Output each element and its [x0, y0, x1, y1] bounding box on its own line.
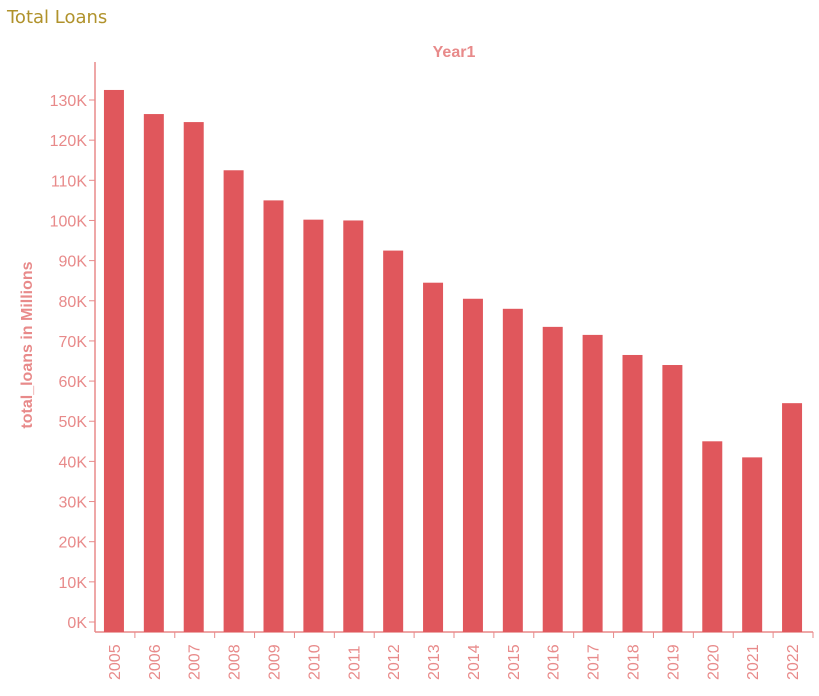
x-tick-label: 2022 [785, 644, 802, 680]
bar-2007[interactable] [183, 122, 204, 632]
bar-2011[interactable] [343, 220, 364, 632]
x-tick-label: 2006 [147, 644, 164, 680]
x-tick-label: 2016 [546, 644, 563, 680]
x-tick-label: 2021 [745, 644, 762, 680]
bar-2019[interactable] [662, 365, 683, 632]
y-axis-ticks: 0K 10K 20K 30K 40K 50K 60K 70K 80K 90K 100K 110K 120… [50, 93, 95, 632]
y-tick-label: 10K [59, 575, 88, 592]
bar-2020[interactable] [702, 441, 723, 632]
y-axis-title: total_loans in Millions [19, 261, 36, 428]
y-tick-label: 120K [50, 133, 88, 150]
bar-2014[interactable] [462, 298, 483, 632]
bar-2006[interactable] [143, 114, 164, 633]
column-header: Year1 [433, 44, 476, 61]
x-axis-ticks: 2005 2006 2007 2008 2009 2010 2011 2012 2013 2014… [107, 632, 814, 680]
bar-2008[interactable] [223, 170, 244, 632]
chart-title: Total Loans [7, 7, 108, 28]
x-tick-label: 2014 [466, 644, 483, 680]
y-tick-label: 20K [59, 535, 88, 552]
y-tick-label: 90K [59, 254, 88, 271]
bar-2009[interactable] [263, 200, 284, 632]
y-tick-label: 130K [50, 93, 88, 110]
x-tick-label: 2009 [267, 644, 284, 680]
x-tick-label: 2007 [187, 644, 204, 680]
bar-2005[interactable] [103, 89, 124, 632]
bar-2012[interactable] [383, 250, 404, 633]
x-tick-label: 2020 [705, 644, 722, 680]
x-tick-label: 2013 [426, 644, 443, 680]
y-tick-label: 80K [59, 294, 88, 311]
bar-2022[interactable] [782, 403, 803, 632]
y-tick-label: 110K [51, 173, 88, 190]
x-tick-label: 2011 [346, 645, 363, 680]
y-tick-label: 0K [67, 615, 87, 632]
x-tick-label: 2019 [665, 644, 682, 680]
x-tick-label: 2010 [306, 644, 323, 680]
x-tick-label: 2015 [506, 644, 523, 680]
bar-2016[interactable] [542, 326, 563, 632]
x-tick-label: 2008 [227, 644, 244, 680]
x-tick-label: 2005 [107, 644, 124, 680]
bar-2015[interactable] [502, 308, 523, 632]
bar-2017[interactable] [582, 334, 603, 632]
y-tick-label: 70K [59, 334, 88, 351]
y-tick-label: 100K [50, 213, 88, 230]
bar-2021[interactable] [742, 457, 763, 632]
y-tick-label: 40K [59, 454, 88, 471]
y-tick-label: 30K [59, 495, 88, 512]
bars [103, 89, 803, 633]
y-tick-label: 60K [59, 374, 88, 391]
x-tick-label: 2012 [386, 644, 403, 680]
bar-2018[interactable] [622, 354, 643, 632]
bar-2013[interactable] [423, 282, 444, 632]
x-tick-label: 2018 [626, 644, 643, 680]
x-tick-label: 2017 [586, 644, 603, 680]
y-tick-label: 50K [59, 414, 88, 431]
bar-2010[interactable] [303, 219, 324, 633]
